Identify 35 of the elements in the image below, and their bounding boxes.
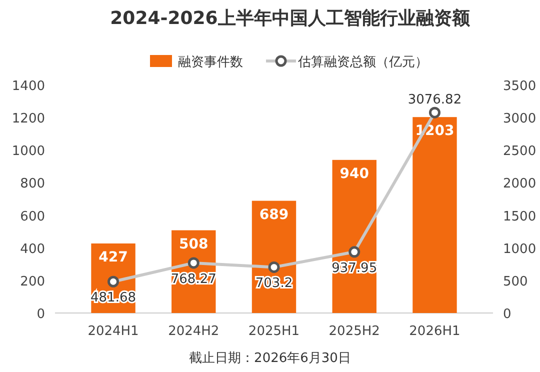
bar: [412, 117, 457, 313]
data-label: 940: [340, 166, 370, 182]
y2-tick-label: 500: [503, 274, 528, 290]
x-tick-label: 2025H2: [328, 324, 380, 339]
y2-tick-label: 1500: [503, 209, 536, 224]
y-tick-label: 800: [20, 176, 45, 192]
data-label: 937.95: [332, 260, 378, 276]
y2-tick-label: 1000: [503, 242, 536, 257]
x-tick-label: 2025H1: [248, 324, 300, 339]
text: 截止日期：2026年6月30日: [189, 351, 351, 366]
y2-tick-label: 2000: [503, 176, 536, 192]
x-tick-label: 2024H2: [168, 324, 220, 339]
y-tick-label: 400: [20, 242, 45, 257]
y-tick-label: 1000: [12, 144, 45, 160]
x-tick-label: 2024H1: [88, 324, 139, 339]
legend-label: 融资事件数: [178, 55, 243, 70]
y2-tick-label: 3000: [503, 112, 536, 127]
data-label: 3076.82: [408, 92, 462, 108]
y2-tick-label: 0: [503, 307, 512, 322]
x-tick-label: 2026H1: [409, 324, 460, 339]
chart-title: 2024-2026上半年中国人工智能行业融资额: [110, 8, 471, 29]
y-tick-label: 600: [20, 209, 45, 224]
data-label: 689: [259, 206, 289, 223]
data-label: 508: [179, 236, 208, 252]
y2-tick-label: 3500: [503, 79, 536, 94]
y-tick-label: 200: [20, 274, 45, 290]
data-label: 768.27: [170, 272, 216, 287]
y2-tick-label: 2500: [503, 144, 536, 160]
data-label: 703.2: [255, 276, 293, 292]
legend-label: 估算融资总额（亿元）: [297, 55, 428, 70]
y-tick-label: 1400: [12, 79, 45, 94]
y-tick-label: 1200: [12, 112, 45, 127]
data-label: 481.68: [90, 290, 136, 306]
y-tick-label: 0: [36, 307, 45, 322]
data-label: 427: [98, 249, 128, 266]
